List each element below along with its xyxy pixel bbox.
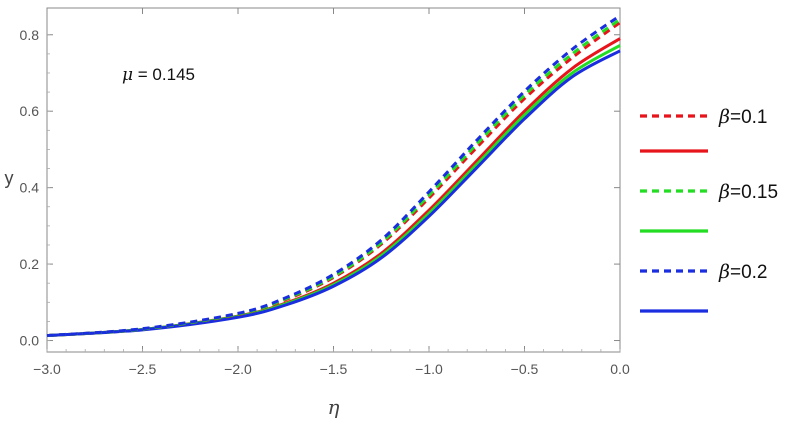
x-tick-label: 0.0 [610,361,630,377]
legend-label: β=0.1 [718,106,768,128]
y-tick-label: 0.6 [20,103,40,119]
legend-label: β=0.2 [718,261,768,283]
y-tick-labels: 0.0 0.2 0.4 0.6 0.8 [20,27,40,349]
mu-symbol: μ [122,65,133,85]
x-tick-label: −2.5 [129,361,157,377]
legend-value: =0.2 [730,262,768,283]
series-line-4 [46,14,621,338]
legend-entry: β=0.15 [640,181,778,203]
legend-entry: β=0.2 [640,261,768,283]
x-axis-label: η [328,395,340,419]
legend-value: =0.15 [730,182,778,203]
legend: β=0.1β=0.15β=0.2 [640,106,778,313]
series-line-5 [46,49,621,338]
y-tick-label: 0.4 [20,180,40,196]
legend-label: β=0.15 [718,181,778,203]
series-line-3 [46,44,621,338]
x-tick-label: −1.5 [320,361,348,377]
legend-symbol: β [718,181,730,203]
legend-symbol: β [718,106,730,128]
legend-entry: β=0.1 [640,106,768,128]
tick-marks [46,8,621,352]
x-tick-label: −0.5 [511,361,539,377]
y-tick-label: 0.2 [20,256,40,272]
x-tick-labels: −3.0 −2.5 −2.0 −1.5 −1.0 −0.5 0.0 [33,361,630,377]
legend-value: =0.1 [730,107,768,128]
y-axis-label: y [5,168,14,188]
mu-annotation: μ = 0.145 [122,65,195,85]
legend-symbol: β [718,261,730,283]
x-tick-label: −3.0 [33,361,61,377]
y-tick-label: 0.0 [20,333,40,349]
x-tick-label: −2.0 [224,361,252,377]
mu-value: = 0.145 [133,65,195,84]
plot-frame [46,7,621,353]
series-group [46,14,621,338]
y-tick-label: 0.8 [20,27,40,43]
x-tick-label: −1.0 [415,361,443,377]
